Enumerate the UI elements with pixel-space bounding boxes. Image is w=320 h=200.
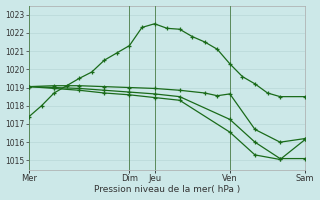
X-axis label: Pression niveau de la mer( hPa ): Pression niveau de la mer( hPa ) [94,185,240,194]
